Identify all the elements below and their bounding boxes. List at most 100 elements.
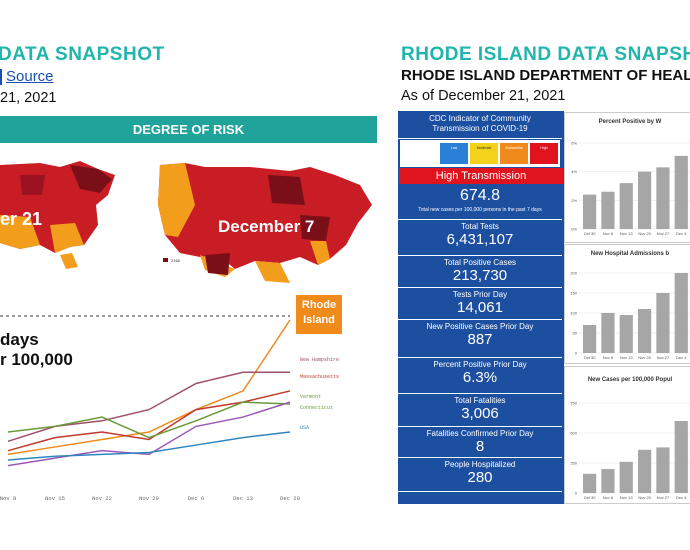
bar — [583, 473, 597, 493]
y-tick-label: 200 — [570, 271, 577, 276]
legend-small-text: 2166 — [171, 258, 181, 263]
chart-percent-positive: Percent Positive by W 0% 2% 4% 6% Oct 30 Nov … — [564, 112, 690, 243]
bar — [656, 167, 670, 229]
y-tick-label: 500 — [570, 431, 577, 436]
risk-maps: er 21 December 7 2166 — [0, 161, 372, 283]
x-tick-label: Dec 20 — [280, 495, 300, 502]
left-date: 21, 2021 — [0, 90, 57, 106]
y-tick-label: 2% — [571, 198, 577, 203]
bar — [619, 315, 633, 353]
stat-cell: Fatalities Confirmed Prior Day 8 — [398, 426, 562, 458]
stat-cell: Percent Positive Prior Day 6.3% — [398, 357, 562, 394]
bar — [638, 449, 652, 493]
x-tick-label: Nov 20 — [638, 355, 651, 360]
bar — [656, 293, 670, 353]
x-tick-label: Nov 20 — [638, 495, 651, 500]
x-tick-label: Oct 30 — [584, 231, 597, 236]
line-chart: Nov 8 Nov 15 Nov 22 Nov 29 Dec 6 Dec 13 Dec 20 — [0, 315, 300, 502]
label-connecticut: Connecticut — [300, 405, 334, 411]
bar — [619, 183, 633, 229]
chart-hospital-admissions-title: New Hospital Admissions b — [590, 251, 670, 257]
x-tick-label: Nov 8 — [0, 495, 16, 502]
map-left-label: er 21 — [0, 209, 42, 229]
chart-hospital-admissions: New Hospital Admissions b 0 50 100 150 200 Oc… — [564, 244, 690, 364]
stat-label: Total Positive Cases — [443, 258, 517, 267]
legend-moderate-box: Moderate — [470, 143, 498, 164]
stat-cell: Total Fatalities 3,006 — [398, 393, 562, 427]
map-right-label: December 7 — [218, 217, 314, 236]
high-transmission-banner: High Transmission — [399, 168, 563, 184]
y-tick-label: 750 — [570, 401, 577, 406]
x-tick-label: Nov 6 — [603, 231, 614, 236]
stat-cell: Total Positive Cases 213,730 — [398, 255, 562, 288]
rate-value: 674.8 — [459, 187, 501, 204]
y-tick-label: 0 — [575, 351, 578, 356]
x-tick-label: Dec 4 — [676, 355, 687, 360]
stat-cell: People Hospitalized 280 — [398, 457, 562, 492]
map-left — [0, 161, 115, 269]
x-tick-label: Nov 15 — [45, 495, 65, 502]
ri-callout: Rhode Island — [296, 295, 342, 334]
label-usa: USA — [300, 425, 310, 431]
y-tick-label: 0% — [571, 227, 577, 232]
x-tick-label: Nov 27 — [657, 231, 670, 236]
y-tick-label: 0 — [575, 491, 578, 496]
series-line — [7, 431, 291, 461]
x-tick-label: Nov 13 — [620, 495, 633, 500]
y-tick-label: 4% — [571, 169, 577, 174]
y-tick-label: 250 — [570, 461, 577, 466]
stat-label: Total Tests — [461, 222, 499, 231]
right-date: As of December 21, 2021 — [401, 88, 566, 104]
degree-of-risk-bar: DEGREE OF RISK — [0, 116, 377, 143]
stat-value: 6.3% — [462, 369, 498, 386]
y-tick-label: 6% — [571, 141, 577, 146]
source-link[interactable]: Source — [6, 68, 54, 85]
x-tick-label: Nov 29 — [139, 495, 159, 502]
bar — [674, 273, 688, 353]
separator — [0, 69, 2, 86]
stat-value: 280 — [467, 469, 493, 486]
legend-low-box: Low — [440, 143, 468, 164]
cdc-title-cell: CDC Indicator of Community Transmission … — [398, 111, 562, 139]
label-new-hampshire: New Hampshire — [300, 357, 340, 363]
legend-high-box: High — [530, 143, 558, 164]
stat-label: Total Fatalities — [454, 396, 506, 405]
series-line — [7, 401, 291, 439]
y-tick-label: 150 — [570, 291, 577, 296]
x-tick-label: Nov 27 — [657, 495, 670, 500]
ri-callout-line2: Island — [303, 314, 335, 326]
stat-label: Fatalities Confirmed Prior Day — [426, 429, 534, 438]
stat-value: 887 — [467, 331, 493, 348]
stat-value: 3,006 — [461, 405, 499, 422]
bar — [674, 155, 688, 229]
legend-swatch — [163, 258, 168, 262]
chart-new-cases-title: New Cases per 100,000 Popul — [587, 377, 673, 383]
x-tick-label: Oct 30 — [584, 355, 597, 360]
legend-desc — [402, 142, 436, 165]
stat-label: New Positive Cases Prior Day — [426, 322, 534, 331]
bar — [601, 191, 615, 229]
bar — [583, 194, 597, 229]
x-tick-label: Nov 22 — [92, 495, 112, 502]
bar — [638, 309, 652, 353]
rate-cell: 674.8 Total new cases per 100,000 person… — [398, 185, 562, 220]
legend-substantial-box: Substantial — [500, 143, 528, 164]
cdc-title: CDC Indicator of Community Transmission … — [429, 114, 531, 133]
series-line — [7, 319, 291, 456]
stat-cell: Tests Prior Day 14,061 — [398, 287, 562, 320]
map-right — [158, 163, 372, 283]
stat-label: Tests Prior Day — [452, 290, 508, 299]
right-title: RHODE ISLAND DATA SNAPSHOT — [401, 44, 690, 65]
bar — [656, 447, 670, 493]
bar — [583, 325, 597, 353]
bar — [601, 469, 615, 493]
x-tick-label: Nov 6 — [603, 495, 614, 500]
metric-line1: days — [0, 330, 39, 349]
x-tick-label: Dec 4 — [676, 495, 687, 500]
stat-value: 8 — [475, 438, 485, 455]
x-tick-label: Nov 6 — [603, 355, 614, 360]
bar — [619, 461, 633, 493]
x-tick-label: Nov 27 — [657, 355, 670, 360]
stat-value: 6,431,107 — [446, 231, 514, 248]
stat-cell: New Positive Cases Prior Day 887 — [398, 319, 562, 358]
